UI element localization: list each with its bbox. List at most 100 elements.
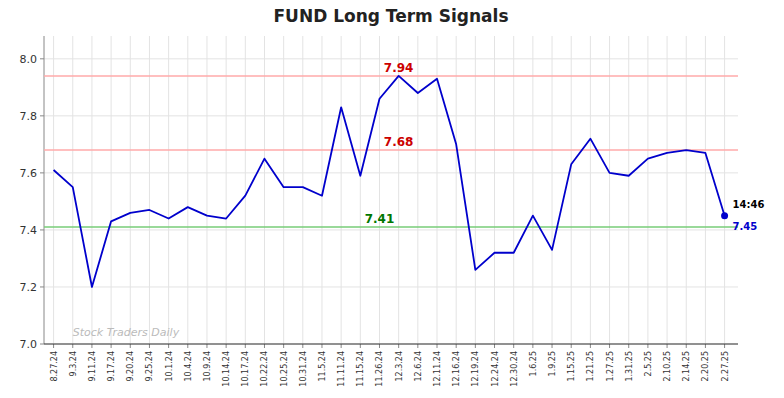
x-tick-label: 12.16.24: [452, 351, 461, 387]
x-grid-line: [724, 36, 725, 344]
x-grid-line: [283, 36, 284, 344]
x-grid-line: [360, 36, 361, 344]
x-tick-label: 1.9.25: [548, 351, 557, 376]
x-grid-line: [475, 36, 476, 344]
x-grid-line: [590, 36, 591, 344]
x-tick-label: 9.3.24: [69, 351, 78, 376]
watermark: Stock Traders Daily: [73, 326, 180, 339]
x-grid-line: [91, 36, 92, 344]
y-tick: [40, 286, 44, 287]
price-line: [54, 76, 725, 287]
y-tick-label: 7.8: [20, 110, 38, 123]
x-grid-line: [552, 36, 553, 344]
x-tick-label: 8.27.24: [50, 351, 59, 382]
x-tick-label: 2.5.25: [644, 351, 653, 376]
x-tick-label: 11.11.24: [337, 351, 346, 387]
last-point: [721, 212, 728, 219]
level-label: 7.94: [384, 61, 414, 75]
x-tick-label: 11.5.24: [318, 351, 327, 382]
x-tick-label: 12.3.24: [395, 351, 404, 382]
x-grid-line: [341, 36, 342, 344]
x-grid-line: [571, 36, 572, 344]
y-grid-line: [44, 172, 738, 173]
level-label: 7.41: [365, 212, 395, 226]
x-grid-line: [111, 36, 112, 344]
y-grid-line: [44, 58, 738, 59]
x-grid-line: [667, 36, 668, 344]
y-tick: [40, 58, 44, 59]
y-grid-line: [44, 229, 738, 230]
level-line: [44, 149, 738, 151]
x-grid-line: [130, 36, 131, 344]
x-tick-label: 9.20.24: [126, 351, 135, 382]
x-grid-line: [149, 36, 150, 344]
y-tick-label: 8.0: [20, 53, 38, 66]
x-grid-line: [686, 36, 687, 344]
x-grid-line: [417, 36, 418, 344]
x-tick-label: 9.17.24: [107, 351, 116, 382]
last-time-label: 14:46: [733, 199, 765, 210]
x-tick-label: 2.27.25: [721, 351, 730, 382]
y-tick-label: 7.2: [20, 281, 38, 294]
y-tick: [40, 172, 44, 173]
y-axis-line: [44, 36, 45, 344]
y-grid-line: [44, 344, 738, 345]
x-grid-line: [398, 36, 399, 344]
title: FUND Long Term Signals: [273, 6, 508, 26]
y-tick: [40, 115, 44, 116]
y-tick-label: 7.6: [20, 167, 38, 180]
x-grid-line: [513, 36, 514, 344]
x-tick-label: 10.31.24: [299, 351, 308, 387]
x-tick-label: 1.27.25: [606, 351, 615, 382]
x-tick-label: 1.31.25: [625, 351, 634, 382]
y-tick: [40, 344, 44, 345]
x-tick-label: 11.15.24: [356, 351, 365, 387]
x-tick-label: 1.6.25: [529, 351, 538, 376]
plot-area: [44, 76, 738, 287]
level-line: [44, 75, 738, 77]
y-tick: [40, 229, 44, 230]
x-tick-label: 9.11.24: [88, 351, 97, 382]
x-grid-line: [226, 36, 227, 344]
x-grid-line: [494, 36, 495, 344]
x-tick-label: 10.17.24: [241, 351, 250, 387]
x-grid-line: [379, 36, 380, 344]
x-tick-label: 10.25.24: [280, 351, 289, 387]
y-grid-line: [44, 286, 738, 287]
chart: 7.0 7.2 7.4 7.6 7.8 8.0 8.27.24 9.3.24 9.11.24 9.…: [0, 0, 784, 398]
x-grid-line: [264, 36, 265, 344]
x-grid-line: [705, 36, 706, 344]
y-tick-label: 7.0: [20, 338, 38, 351]
x-tick-label: 2.14.25: [682, 351, 691, 382]
x-tick-label: 9.25.24: [145, 351, 154, 382]
x-tick-label: 10.22.24: [260, 351, 269, 387]
x-tick-label: 1.21.25: [586, 351, 595, 382]
x-tick-label: 12.30.24: [510, 351, 519, 387]
y-grid-line: [44, 115, 738, 116]
x-tick-label: 12.11.24: [433, 351, 442, 387]
x-grid-line: [53, 36, 54, 344]
last-value-label: 7.45: [733, 221, 758, 232]
x-tick-label: 11.26.24: [375, 351, 384, 387]
x-grid-line: [456, 36, 457, 344]
x-grid-line: [532, 36, 533, 344]
y-tick-label: 7.4: [20, 224, 38, 237]
x-grid-line: [302, 36, 303, 344]
x-grid-line: [206, 36, 207, 344]
x-tick-label: 12.6.24: [414, 351, 423, 382]
x-grid-line: [628, 36, 629, 344]
x-tick-label: 1.15.25: [567, 351, 576, 382]
x-grid-line: [609, 36, 610, 344]
x-tick-label: 10.9.24: [203, 351, 212, 382]
x-tick-label: 2.10.25: [663, 351, 672, 382]
x-tick-label: 10.4.24: [184, 351, 193, 382]
x-grid-line: [168, 36, 169, 344]
level-line: [44, 226, 738, 228]
x-tick-label: 10.1.24: [165, 351, 174, 382]
x-tick-label: 10.14.24: [222, 351, 231, 387]
x-grid-line: [245, 36, 246, 344]
x-grid-line: [647, 36, 648, 344]
x-grid-line: [187, 36, 188, 344]
grid: [44, 36, 738, 344]
x-axis-line: [44, 343, 738, 344]
